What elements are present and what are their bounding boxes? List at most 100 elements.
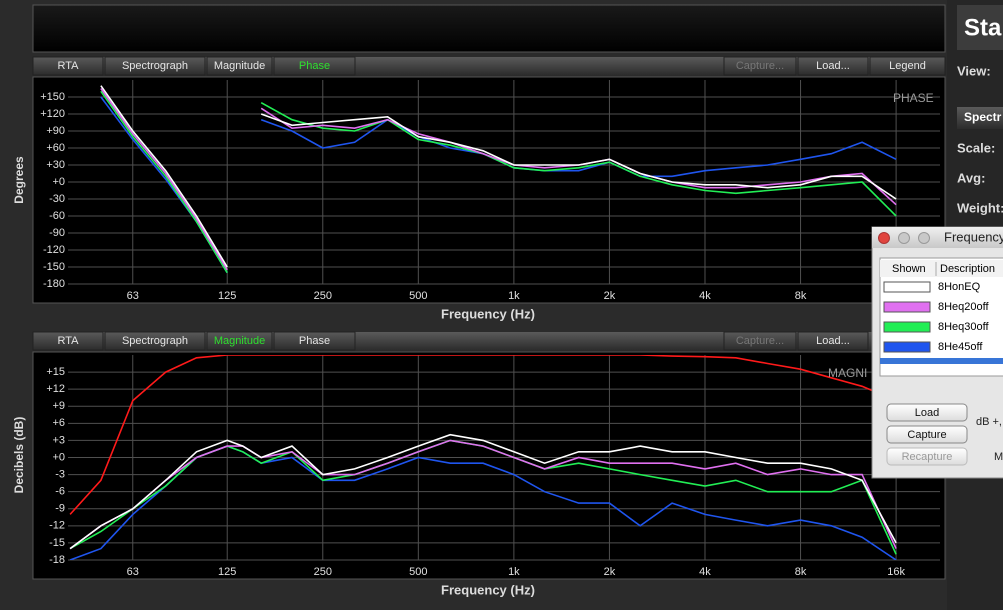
chart-annotation: MAGNI <box>828 366 867 380</box>
y-tick-label: -120 <box>43 244 65 256</box>
tab[interactable] <box>723 331 797 351</box>
column-header: Description <box>940 263 995 275</box>
tab[interactable] <box>797 331 869 351</box>
legend-swatch[interactable] <box>883 281 931 293</box>
x-tick-label: 16k <box>887 566 905 578</box>
x-axis-label: Frequency (Hz) <box>441 582 535 597</box>
frequency-window: Frequency Shown Description dB +, M 8Hon… <box>871 226 1003 479</box>
y-tick-label: -12 <box>49 520 65 532</box>
selected-row[interactable] <box>880 358 1003 364</box>
tab[interactable] <box>797 56 869 76</box>
y-tick-label: -6 <box>55 486 65 498</box>
y-axis-label: Decibels (dB) <box>12 417 26 494</box>
y-tick-label: -18 <box>49 554 65 566</box>
x-tick-label: 2k <box>604 290 616 302</box>
tab[interactable] <box>869 56 946 76</box>
button-label[interactable]: Capture <box>907 429 946 441</box>
button <box>886 447 968 466</box>
unit-text: dB +, <box>976 416 1002 428</box>
charts: RTA Spectrograph Magnitude Phase Capture... L… <box>12 56 946 597</box>
series-line <box>100 90 897 274</box>
legend-label: 8Heq30off <box>938 321 990 333</box>
series-line <box>69 433 897 550</box>
y-tick-label: +9 <box>52 400 65 412</box>
legend-swatch[interactable] <box>883 341 931 353</box>
tab-label[interactable]: Phase <box>299 60 330 72</box>
button-label[interactable]: Load <box>915 407 939 419</box>
tab-label[interactable]: Capture... <box>736 335 784 347</box>
m-text: M <box>994 451 1003 463</box>
tab-label[interactable]: Load... <box>816 60 850 72</box>
y-tick-label: +0 <box>52 176 65 188</box>
button-label: Recapture <box>902 451 953 463</box>
y-tick-label: +60 <box>46 142 65 154</box>
tab-label[interactable]: Spectrograph <box>122 60 188 72</box>
tab[interactable] <box>104 331 206 351</box>
tab-label[interactable]: Magnitude <box>214 60 265 72</box>
y-tick-label: +15 <box>46 366 65 378</box>
view-button-label[interactable]: Spectr <box>964 110 1002 124</box>
x-tick-label: 2k <box>604 566 616 578</box>
y-tick-label: -150 <box>43 261 65 273</box>
legend-swatch[interactable] <box>883 321 931 333</box>
y-tick-label: -60 <box>49 210 65 222</box>
tab[interactable] <box>104 56 206 76</box>
series-line <box>69 439 897 550</box>
y-tick-label: +0 <box>52 451 65 463</box>
y-tick-label: +90 <box>46 125 65 137</box>
x-tick-label: 250 <box>314 566 332 578</box>
y-tick-label: +150 <box>40 91 65 103</box>
avg-label: Avg: <box>957 170 985 185</box>
tab[interactable] <box>723 56 797 76</box>
view-button[interactable] <box>957 107 1003 129</box>
zoom-button[interactable] <box>918 232 930 244</box>
tab[interactable] <box>273 56 356 76</box>
tab[interactable] <box>206 331 273 351</box>
x-tick-label: 250 <box>314 290 332 302</box>
y-tick-label: -9 <box>55 503 65 515</box>
tab-label[interactable]: RTA <box>58 335 80 347</box>
y-tick-label: -180 <box>43 278 65 290</box>
weight-label: Weight: <box>957 200 1003 215</box>
tab-label[interactable]: Spectrograph <box>122 335 188 347</box>
tab-label[interactable]: Magnitude <box>214 335 265 347</box>
y-tick-label: -30 <box>49 193 65 205</box>
tab[interactable] <box>32 331 104 351</box>
minimize-button[interactable] <box>898 232 910 244</box>
tab-label[interactable]: Phase <box>299 335 330 347</box>
button[interactable] <box>886 403 968 422</box>
side-title-box <box>957 5 1003 50</box>
tab-label[interactable]: Load... <box>816 335 850 347</box>
y-tick-label: +12 <box>46 383 65 395</box>
x-tick-label: 4k <box>699 566 711 578</box>
overview-panel <box>32 4 946 53</box>
side-title: Sta <box>964 14 1002 41</box>
tab-label[interactable]: Legend <box>889 60 926 72</box>
series-line <box>69 355 897 515</box>
y-tick-label: -3 <box>55 468 65 480</box>
tab[interactable] <box>273 331 356 351</box>
y-tick-label: -90 <box>49 227 65 239</box>
x-tick-label: 8k <box>795 290 807 302</box>
series-line <box>100 85 897 268</box>
close-button[interactable] <box>878 232 890 244</box>
table-header <box>880 260 1003 277</box>
legend-label: 8HonEQ <box>938 281 981 293</box>
tab[interactable] <box>206 56 273 76</box>
y-tick-label: +6 <box>52 417 65 429</box>
button[interactable] <box>886 425 968 444</box>
legend-swatch[interactable] <box>883 301 931 313</box>
x-tick-label: 63 <box>127 290 139 302</box>
y-tick-label: +30 <box>46 159 65 171</box>
tab-label[interactable]: Capture... <box>736 60 784 72</box>
column-header: Shown <box>892 263 926 275</box>
tab-label[interactable]: RTA <box>58 60 80 72</box>
y-axis-label: Degrees <box>12 156 26 204</box>
x-tick-label: 8k <box>795 566 807 578</box>
legend-table <box>879 257 1003 377</box>
x-tick-label: 125 <box>218 290 236 302</box>
tab[interactable] <box>32 56 104 76</box>
scale-label: Scale: <box>957 140 995 155</box>
